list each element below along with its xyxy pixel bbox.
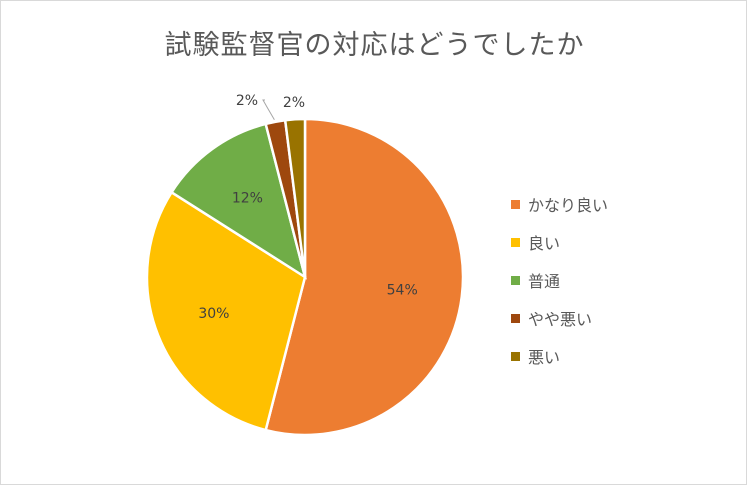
legend-item: 普通	[511, 261, 608, 299]
slice-label-5: 2%	[283, 95, 305, 111]
slice-label-1: 54%	[387, 282, 418, 298]
legend-item: かなり良い	[511, 185, 608, 223]
legend-item: やや悪い	[511, 299, 608, 337]
legend-label: やや悪い	[528, 310, 593, 329]
chart-title: 試験監督官の対応はどうでしたか	[164, 30, 585, 61]
legend: かなり良い良い普通やや悪い悪い	[511, 185, 608, 375]
legend-label: 悪い	[528, 348, 561, 367]
legend-swatch	[511, 237, 520, 247]
pie-slice-3	[169, 122, 307, 280]
leader-line	[262, 99, 275, 121]
legend-item: 良い	[511, 223, 608, 261]
legend-label: 普通	[528, 272, 561, 291]
slice-label-4: 2%	[236, 93, 258, 109]
legend-swatch	[511, 313, 520, 323]
legend-swatch	[511, 199, 520, 209]
legend-swatch	[511, 275, 520, 285]
slice-label-2: 30%	[198, 306, 229, 322]
legend-swatch	[511, 351, 520, 361]
pie-slice-1	[264, 117, 465, 437]
slice-label-3: 12%	[232, 191, 263, 207]
legend-label: かなり良い	[528, 196, 609, 215]
legend-label: 良い	[528, 234, 561, 253]
pie-slice-5	[283, 117, 307, 278]
legend-item: 悪い	[511, 337, 608, 375]
pie-slice-2	[145, 190, 307, 432]
